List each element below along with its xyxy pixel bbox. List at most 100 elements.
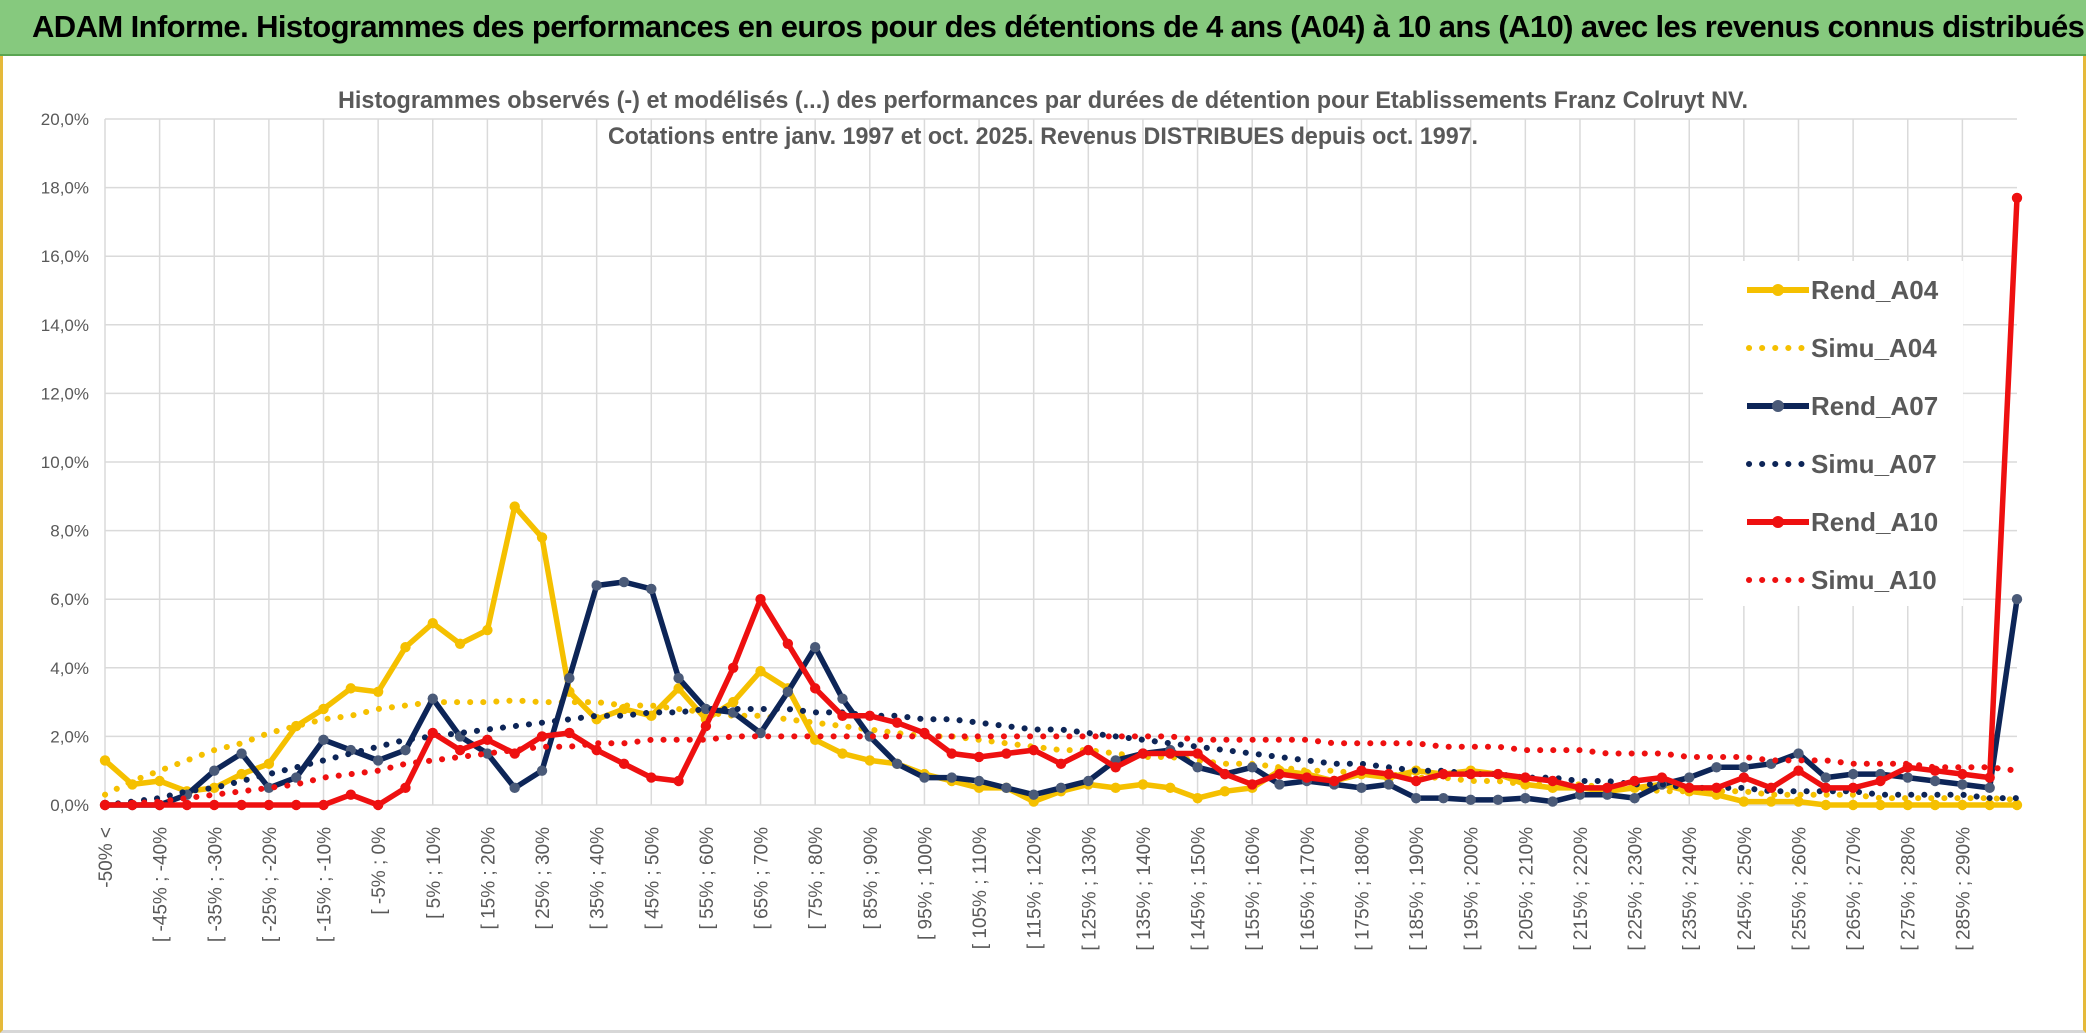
data-point [864, 710, 875, 722]
data-point [1984, 782, 1995, 794]
data-point [1602, 782, 1613, 794]
data-point [673, 672, 684, 684]
data-point [1847, 782, 1859, 794]
data-point [946, 772, 957, 783]
x-tick-label: [ 65% ; 70% [752, 827, 773, 930]
data-point [891, 758, 903, 770]
data-point [1847, 799, 1859, 811]
legend-item: Rend_A04 [1747, 275, 1939, 305]
data-point [564, 727, 575, 739]
data-point [755, 666, 766, 677]
series-simu-a04 [102, 697, 2020, 803]
data-point [1438, 768, 1449, 780]
histogram-chart: 0,0% 2,0% 4,0% 6,0% 8,0% 10,0% 12,0% 14,0% 16,0%… [41, 87, 2023, 951]
data-point [1656, 772, 1668, 783]
data-point [263, 799, 275, 811]
data-point [236, 799, 247, 811]
series-line [102, 706, 2020, 808]
x-tick-label: [ 85% ; 90% [861, 827, 882, 930]
data-point [864, 755, 875, 766]
data-point [318, 703, 329, 715]
legend-item: Rend_A07 [1747, 391, 1938, 421]
data-point [1984, 799, 1995, 811]
data-point [291, 772, 302, 783]
series-rend-a10 [99, 192, 2023, 811]
data-point [1765, 782, 1777, 794]
y-tick-label: 18,0% [41, 179, 89, 198]
data-point [536, 532, 548, 543]
legend-label: Simu_A10 [1811, 565, 1937, 595]
series-rend-a07 [99, 576, 2023, 811]
legend-item: Simu_A10 [1746, 565, 1937, 595]
x-tick-label: [ 95% ; 100% [915, 827, 936, 940]
data-point [209, 782, 220, 794]
data-point [700, 703, 712, 715]
legend-marker [1772, 284, 1784, 296]
data-point [482, 624, 493, 636]
series-lines [99, 192, 2023, 811]
data-point [454, 744, 466, 756]
x-tick-label: [ 135% ; 140% [1134, 827, 1155, 951]
gridlines [104, 118, 2017, 806]
data-point [1738, 762, 1750, 773]
chart-title: Histogrammes observés (-) et modélisés (… [338, 87, 1748, 150]
data-point [291, 720, 302, 732]
series-line [102, 697, 2020, 803]
y-axis-ticks: 0,0% 2,0% 4,0% 6,0% 8,0% 10,0% 12,0% 14,0% 16,0%… [41, 110, 89, 815]
data-point [1711, 762, 1722, 773]
x-tick-label: [ 75% ; 80% [806, 827, 827, 930]
data-point [1929, 775, 1941, 787]
data-point [1820, 782, 1832, 794]
data-point [372, 799, 384, 811]
legend-label: Rend_A10 [1811, 507, 1938, 537]
x-tick-label: [ 155% ; 160% [1243, 827, 1264, 951]
data-point [1793, 765, 1804, 776]
data-point [400, 744, 411, 756]
x-tick-label: [ 115% ; 120% [1025, 827, 1046, 949]
title-banner: ADAM Informe. Histogrammes des performan… [0, 0, 2086, 56]
data-point [536, 765, 548, 776]
data-point [1929, 799, 1941, 811]
legend-item: Rend_A10 [1747, 507, 1938, 537]
data-point [509, 501, 520, 512]
series-simu-a10 [102, 733, 2020, 808]
x-tick-label: [ 225% ; 230% [1626, 827, 1647, 951]
report-title: ADAM Informe. Histogrammes des performan… [32, 9, 2085, 44]
data-point [1110, 782, 1121, 794]
y-tick-label: 14,0% [41, 316, 89, 335]
y-tick-label: 16,0% [41, 247, 89, 266]
data-point [1738, 772, 1750, 783]
data-point [782, 686, 794, 698]
data-point [1875, 799, 1886, 811]
data-point [1547, 775, 1558, 787]
x-tick-label: [ 185% ; 190% [1407, 827, 1428, 951]
data-point [1875, 775, 1886, 787]
y-tick-label: 12,0% [41, 384, 89, 403]
chart-title-line: Histogrammes observés (-) et modélisés (… [338, 87, 1748, 114]
y-tick-label: 0,0% [50, 796, 89, 815]
data-point [400, 642, 411, 653]
data-point [1793, 796, 1804, 807]
data-point [209, 799, 220, 811]
data-point [1055, 758, 1067, 770]
series-line [102, 579, 2020, 808]
x-tick-label: [ 125% ; 130% [1079, 827, 1100, 951]
data-point [809, 642, 821, 653]
x-tick-label: [ 285% ; 290% [1953, 827, 1974, 951]
data-point [1001, 748, 1012, 759]
data-point [345, 789, 357, 800]
data-point [1383, 768, 1394, 780]
data-point [1492, 794, 1504, 806]
x-tick-label: [ 195% ; 200% [1462, 827, 1483, 951]
data-point [1274, 768, 1285, 780]
x-tick-label: [ 275% ; 280% [1899, 827, 1920, 951]
data-point [1083, 744, 1094, 756]
x-tick-label: [ 55% ; 60% [697, 827, 718, 930]
data-point [1274, 779, 1285, 790]
data-point [1301, 772, 1313, 783]
x-tick-label: [ 15% ; 20% [478, 827, 499, 930]
data-point [728, 696, 739, 708]
x-tick-label: [ 35% ; 40% [588, 827, 609, 930]
data-point [318, 799, 329, 811]
data-point [1629, 775, 1640, 787]
